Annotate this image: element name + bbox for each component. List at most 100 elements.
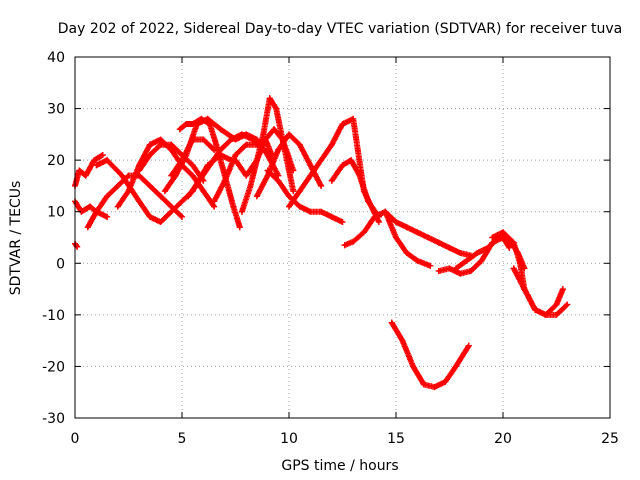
data-point [307,172,314,179]
data-point [275,172,282,179]
data-point [564,301,571,308]
data-point [465,342,472,349]
data-point [125,188,132,195]
data-point [339,121,346,128]
data-point [403,224,410,231]
data-point [286,131,292,138]
data-point [196,177,203,184]
data-point [290,188,297,195]
data-point [420,381,427,388]
data-point [275,177,282,184]
data-point [467,268,474,275]
data-point [307,162,314,169]
x-tick-label: 20 [494,431,512,447]
x-tick-label: 0 [71,431,80,447]
data-point [296,141,303,148]
data-point [393,219,399,226]
data-point [414,229,421,236]
data-point [510,239,517,246]
data-point [489,234,496,241]
data-point [414,257,421,264]
data-point [157,193,164,200]
data-point [168,146,175,153]
data-point [435,268,442,275]
data-point [457,270,464,277]
data-point [318,157,325,164]
data-point [136,198,143,205]
data-point [146,182,153,189]
data-point [446,265,453,272]
data-point [517,260,524,267]
data-series [286,115,382,226]
data-series [382,208,474,259]
data-point [189,136,196,143]
data-point [360,229,367,236]
data-point [93,208,100,215]
data-series [168,136,218,179]
data-point [185,193,192,200]
data-point [431,384,438,391]
data-point [221,177,228,184]
data-point [532,306,539,313]
data-point [318,182,325,189]
data-point [189,172,196,179]
data-point [348,157,355,164]
data-point [200,188,207,195]
data-series [328,157,382,220]
data-point [232,157,239,164]
data-point [217,146,224,153]
data-point [211,203,218,210]
data-point [206,121,213,128]
x-axis-label: GPS time / hours [281,458,398,474]
data-point [206,162,213,169]
data-point [521,286,528,293]
data-point [382,208,389,215]
data-point [446,244,453,251]
y-tick-label: -30 [42,411,65,427]
data-point [200,136,207,143]
data-point [76,167,83,174]
data-point [136,167,143,174]
y-tick-label: -20 [42,359,65,375]
data-point [427,262,434,269]
data-point [104,193,111,200]
data-point [328,141,335,148]
data-point [425,234,432,241]
data-series [72,240,81,250]
data-point [157,136,164,143]
data-point [189,121,196,128]
data-point [146,151,153,158]
data-point [176,126,183,133]
data-point [232,151,239,158]
y-tick-label: 30 [47,102,65,118]
data-point [198,115,205,122]
data-point [371,213,378,220]
data-point [506,244,513,251]
data-point [275,146,282,153]
data-point [161,188,168,195]
data-point [399,337,406,344]
data-point [146,141,153,148]
data-point [211,198,218,205]
data-point [217,126,224,133]
data-point [84,224,91,231]
data-marks-path [72,240,81,250]
data-marks [72,95,571,391]
data-point [350,115,357,122]
data-point [264,167,271,174]
data-point [485,244,492,251]
data-point [403,249,410,256]
data-point [296,188,303,195]
data-point [542,311,549,318]
data-series [72,151,106,189]
data-point [286,203,292,210]
data-point [157,141,164,148]
data-point [238,131,245,138]
data-point [271,126,278,133]
data-point [243,172,250,179]
data-point [273,105,280,112]
data-point [253,157,260,164]
data-point [104,157,111,164]
data-point [114,182,121,189]
